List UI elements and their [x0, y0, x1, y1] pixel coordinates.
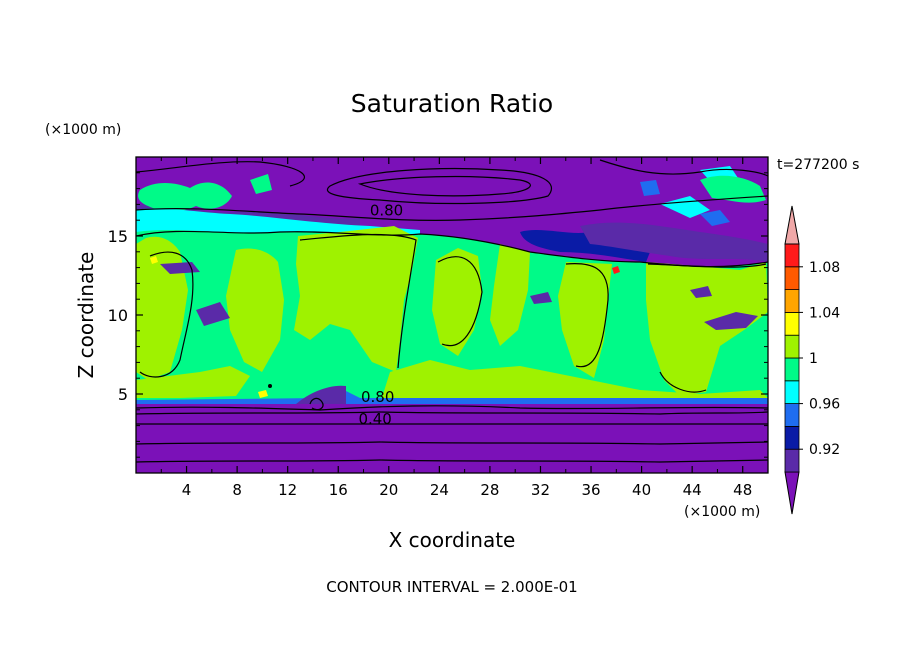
cloud-feature-red — [612, 266, 620, 274]
cloud-layer-lime-2 — [226, 248, 284, 372]
colorbar-swatch-3 — [784, 380, 800, 404]
cloud-feature-darkpurple-3 — [530, 292, 552, 304]
cloud-layer-lime-7 — [646, 262, 768, 396]
colorbar-swatch-5 — [784, 334, 800, 359]
colorbar-swatch-6 — [784, 311, 800, 336]
x-axis-label: X coordinate — [389, 528, 516, 552]
colorbar-swatch-7 — [784, 289, 800, 313]
cloud-layer-lime-3 — [294, 226, 418, 372]
cloud-layer-lime-5 — [490, 244, 530, 346]
colorbar-swatch-0 — [784, 448, 800, 473]
contour-label-2: 0.40 — [358, 410, 391, 428]
x-unit-label: (×1000 m) — [684, 504, 760, 520]
y-tick-label-0: 5 — [118, 385, 128, 404]
x-tick-label-8: 36 — [581, 481, 600, 499]
colorbar-swatch-2 — [784, 403, 800, 427]
colorbar: 0.92 0.96 1 1.04 1.08 — [784, 205, 840, 515]
y-tick-label-1: 10 — [108, 306, 128, 325]
colorbar-swatch-8 — [784, 266, 800, 290]
x-tick-label-9: 40 — [632, 481, 651, 499]
colorbar-swatch-1 — [784, 425, 800, 450]
cloud-feature-darkpurple-2 — [690, 286, 758, 330]
plot-area — [136, 157, 768, 473]
contour-labels: 0.80 0.80 0.40 — [358, 201, 403, 428]
colorbar-swatch-9 — [784, 243, 800, 268]
colorbar-low-arrow — [784, 471, 800, 515]
cloud-layer-lime-8 — [136, 366, 250, 398]
colorbar-label-4: 1.08 — [809, 260, 840, 276]
lower-layer-edge — [136, 388, 768, 404]
colorbar-label-0: 0.92 — [809, 442, 840, 458]
cloud-layer-lime-6 — [558, 262, 612, 378]
contour-label-0: 0.80 — [370, 201, 403, 219]
colorbar-label-2: 1 — [809, 351, 818, 367]
cloud-feature-dots — [268, 384, 272, 388]
x-tick-label-7: 32 — [531, 481, 550, 499]
x-axis: 4 8 12 16 20 24 28 32 36 40 44 48 — [160, 157, 752, 499]
chart-title: Saturation Ratio — [351, 89, 553, 118]
cloud-layer-lime-9 — [380, 360, 768, 404]
upper-layer-green-blob-2 — [250, 174, 272, 194]
lower-layer-bulge — [296, 385, 346, 404]
y-axis-label: Z coordinate — [74, 252, 98, 379]
contour-interval-footer: CONTOUR INTERVAL = 2.000E-01 — [326, 578, 577, 596]
x-tick-label-1: 8 — [232, 481, 242, 499]
x-tick-label-11: 48 — [733, 481, 752, 499]
upper-layer-cyan — [136, 208, 420, 238]
right-upper-blue — [640, 180, 730, 226]
right-upper-green — [700, 175, 766, 203]
x-tick-label-2: 12 — [278, 481, 297, 499]
x-tick-label-6: 28 — [480, 481, 499, 499]
time-label: t=277200 s — [777, 157, 859, 173]
x-tick-label-3: 16 — [329, 481, 348, 499]
colorbar-label-1: 0.96 — [809, 397, 840, 413]
upper-layer-green-blob — [138, 182, 232, 212]
colorbar-high-arrow — [784, 205, 800, 245]
y-tick-label-2: 15 — [108, 227, 128, 246]
x-tick-label-5: 24 — [430, 481, 449, 499]
right-upper-darkpurple — [580, 222, 768, 262]
y-axis: 5 10 15 — [108, 172, 768, 458]
contour-lines — [136, 159, 768, 463]
contour-label-1: 0.80 — [361, 388, 394, 406]
x-tick-label-10: 44 — [683, 481, 702, 499]
x-tick-label-0: 4 — [182, 481, 192, 499]
right-upper-navy — [520, 230, 650, 262]
y-unit-label: (×1000 m) — [45, 122, 121, 138]
colorbar-label-3: 1.04 — [809, 305, 840, 321]
x-tick-label-4: 20 — [379, 481, 398, 499]
colorbar-swatch-4 — [784, 357, 800, 382]
cloud-layer-lime-4 — [432, 248, 482, 356]
cloud-feature-darkpurple-1 — [160, 262, 230, 326]
